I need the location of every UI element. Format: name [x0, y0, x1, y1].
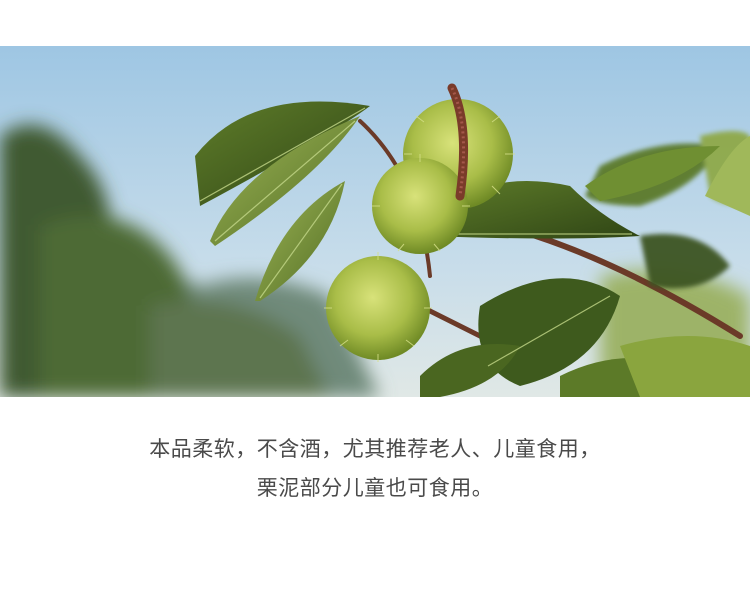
chestnut-photo	[0, 46, 750, 397]
product-caption: 本品柔软，不含酒，尤其推荐老人、儿童食用， 栗泥部分儿童也可食用。	[0, 430, 750, 508]
caption-line-1: 本品柔软，不含酒，尤其推荐老人、儿童食用，	[149, 437, 601, 461]
caption-line-2: 栗泥部分儿童也可食用。	[256, 476, 494, 500]
